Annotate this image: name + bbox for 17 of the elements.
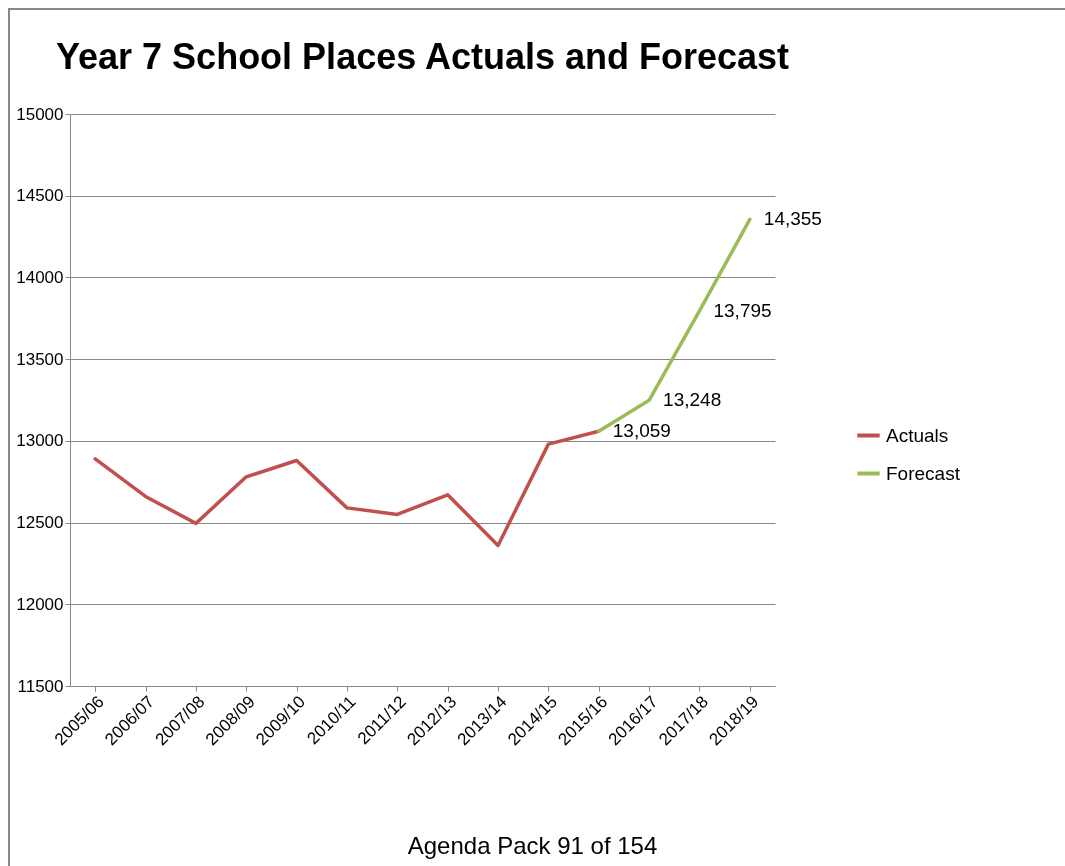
y-tick-label: 12500 (16, 513, 64, 533)
y-tick-label: 11500 (17, 676, 64, 696)
chart-title: Year 7 School Places Actuals and Forecast (56, 36, 789, 77)
line-series (93, 429, 601, 548)
y-tick-label: 15000 (16, 104, 64, 124)
legend-label: Actuals (886, 424, 949, 446)
data-label: 14,355 (763, 208, 822, 230)
y-tick-label: 12000 (16, 594, 64, 614)
y-tick-label: 14000 (16, 267, 64, 287)
y-tick-label: 14500 (16, 186, 64, 206)
y-tick-label: 13000 (16, 431, 64, 451)
y-tick-label: 13500 (16, 349, 64, 369)
data-label: 13,248 (663, 389, 722, 411)
text: Agenda Pack 91 of 154 (406, 832, 659, 860)
data-label: 13,059 (612, 420, 671, 442)
data-label: 13,795 (713, 299, 772, 321)
legend-label: Forecast (886, 462, 961, 484)
